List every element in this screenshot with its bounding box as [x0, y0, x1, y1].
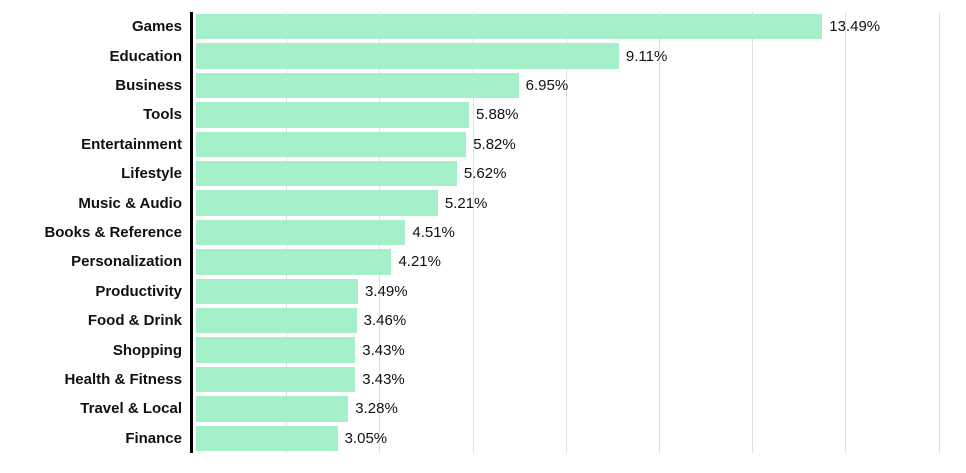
bar	[196, 278, 359, 305]
category-label: Entertainment	[81, 135, 182, 153]
bar-track: 3.46%	[196, 306, 962, 335]
gridline	[752, 12, 754, 453]
bar	[196, 308, 357, 334]
gridline	[565, 12, 567, 453]
category-label: Lifestyle	[121, 165, 182, 183]
bar	[196, 366, 356, 393]
value-label: 5.82%	[473, 135, 516, 153]
bar-track: 5.88%	[196, 100, 962, 129]
bar-track: 9.11%	[196, 41, 962, 70]
bar-track: 3.28%	[196, 394, 962, 423]
value-label: 13.49%	[829, 18, 881, 36]
bar	[196, 72, 519, 99]
gridline	[938, 12, 940, 453]
bar-track: 5.82%	[196, 130, 962, 159]
bar-track: 13.49%	[196, 12, 962, 41]
bar	[196, 161, 457, 187]
chart-row: Books & Reference 4.51%	[0, 218, 962, 247]
value-label: 3.49%	[365, 282, 408, 300]
category-label: Finance	[125, 429, 182, 447]
chart-row: Tools 5.88%	[0, 100, 962, 129]
chart-row: Food & Drink 3.46%	[0, 306, 962, 335]
bar-track: 5.62%	[196, 159, 962, 188]
bar	[196, 219, 406, 246]
category-label: Games	[131, 18, 182, 36]
category-label: Productivity	[95, 282, 182, 300]
category-label: Music & Audio	[78, 194, 182, 212]
chart-row: Productivity 3.49%	[0, 277, 962, 306]
chart-row: Business 6.95%	[0, 71, 962, 100]
chart-row: Travel & Local 3.28%	[0, 394, 962, 423]
category-label: Tools	[143, 106, 182, 124]
gridline	[659, 12, 661, 453]
category-label: Education	[109, 47, 182, 65]
chart-row: Lifestyle 5.62%	[0, 159, 962, 188]
value-label: 3.28%	[355, 400, 398, 418]
category-label: Shopping	[112, 341, 182, 359]
value-label: 6.95%	[525, 77, 569, 95]
bar-track: 3.43%	[196, 365, 962, 394]
bar-track: 4.51%	[196, 218, 962, 247]
chart-row: Personalization 4.21%	[0, 247, 962, 276]
bar	[196, 337, 356, 363]
chart-row: Health & Fitness 3.43%	[0, 365, 962, 394]
value-label: 5.21%	[444, 194, 488, 212]
value-label: 3.43%	[362, 371, 405, 389]
bar-track: 6.95%	[196, 71, 962, 100]
chart-row: Entertainment 5.82%	[0, 130, 962, 159]
chart-row: Finance 3.05%	[0, 424, 962, 453]
value-label: 4.21%	[398, 253, 441, 271]
category-label: Personalization	[71, 253, 182, 271]
bar	[196, 425, 338, 452]
bar	[196, 131, 467, 158]
category-label: Food & Drink	[87, 312, 182, 330]
value-label: 4.51%	[412, 224, 455, 242]
gridline	[845, 12, 847, 453]
bar-track: 5.21%	[196, 188, 962, 217]
value-label: 3.05%	[344, 429, 388, 447]
value-label: 3.43%	[362, 341, 405, 359]
bar-track: 3.49%	[196, 277, 962, 306]
bar	[196, 249, 392, 275]
value-label: 3.46%	[363, 312, 407, 330]
category-label: Health & Fitness	[64, 371, 182, 389]
chart-row: Education 9.11%	[0, 41, 962, 70]
category-label: Books & Reference	[44, 224, 182, 242]
chart-row: Music & Audio 5.21%	[0, 188, 962, 217]
bar-track: 3.05%	[196, 424, 962, 453]
bar	[196, 396, 349, 422]
category-label: Travel & Local	[80, 400, 182, 418]
chart-row: Games 13.49%	[0, 12, 962, 41]
category-label: Business	[115, 77, 182, 95]
y-axis-line	[190, 12, 193, 453]
bar-track: 4.21%	[196, 247, 962, 276]
chart-row: Shopping 3.43%	[0, 335, 962, 364]
bar	[196, 190, 438, 216]
chart-rows: Games 13.49% Education 9.11% Business 6.95% To…	[0, 12, 962, 453]
bar	[196, 102, 469, 128]
gridline	[472, 12, 474, 453]
bar	[196, 43, 619, 69]
value-label: 5.88%	[475, 106, 519, 124]
bar	[196, 14, 823, 40]
bar-track: 3.43%	[196, 335, 962, 364]
value-label: 5.62%	[463, 165, 507, 183]
value-label: 9.11%	[625, 47, 668, 65]
